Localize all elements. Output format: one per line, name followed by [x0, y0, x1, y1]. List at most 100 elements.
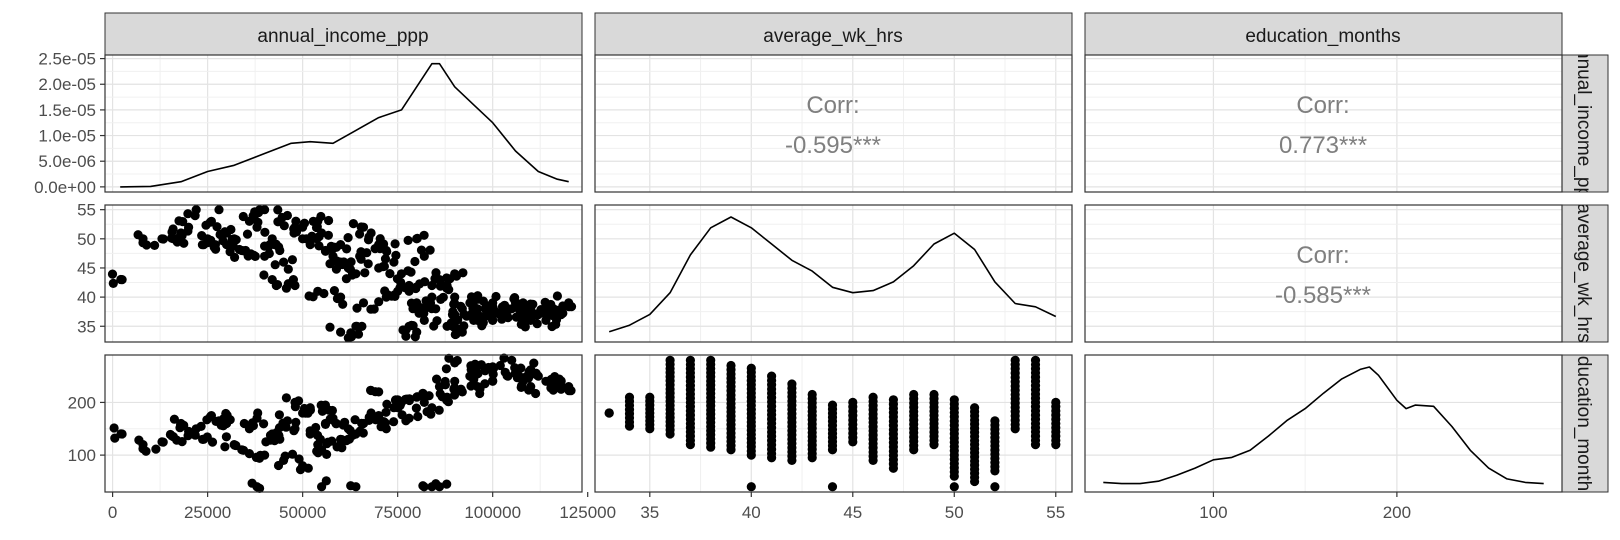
scatter-point: [452, 355, 462, 366]
x-col1-tick-label: 75000: [374, 503, 421, 522]
scatter-point: [418, 481, 428, 491]
y-row1-tick-label: 2.0e-05: [38, 75, 96, 94]
scatter-income-vs-hours: [107, 205, 577, 343]
scatter-point: [178, 217, 188, 227]
scatter-point: [406, 320, 417, 330]
scatter-point: [323, 230, 333, 240]
scatter-point: [227, 234, 237, 244]
scatter-point: [518, 298, 528, 308]
scatter-point: [466, 292, 477, 302]
scatter-point: [706, 355, 716, 365]
scatter-point: [378, 262, 388, 272]
panel-bg: [595, 55, 1072, 192]
scatter-point: [158, 437, 168, 447]
scatter-point: [529, 309, 540, 319]
scatter-point: [196, 421, 206, 431]
scatter-point: [516, 382, 526, 392]
scatter-point: [172, 435, 182, 445]
scatter-point: [331, 242, 341, 252]
scatter-point: [337, 443, 347, 453]
scatter-point: [291, 216, 301, 226]
scatter-point: [360, 268, 370, 278]
scatter-point: [483, 311, 493, 321]
scatter-point: [151, 444, 161, 454]
scatter-point: [183, 209, 193, 219]
scatter-point: [432, 374, 442, 384]
scatter-point: [438, 292, 448, 302]
scatter-point: [197, 240, 207, 250]
scatter-point: [138, 238, 148, 248]
scatter-point: [509, 294, 519, 304]
x-col1-tick-label: 50000: [279, 503, 326, 522]
scatter-point: [419, 308, 429, 318]
scatter-point: [287, 449, 298, 459]
scatter-point: [949, 395, 959, 405]
scatter-point: [381, 407, 391, 417]
scatter-point: [434, 405, 444, 415]
scatter-point: [366, 385, 376, 395]
scatter-point: [787, 379, 797, 389]
scatter-point: [325, 322, 335, 332]
scatter-point: [341, 274, 351, 284]
y-row2-tick-label: 35: [77, 317, 96, 336]
panel-r2c3: [1085, 205, 1562, 342]
scatter-point: [416, 245, 427, 255]
scatter-point: [366, 304, 376, 314]
scatter-point: [521, 372, 531, 382]
scatter-point: [300, 408, 310, 418]
scatter-point: [342, 244, 352, 254]
panel-bg: [1085, 355, 1562, 492]
scatter-point: [970, 403, 980, 413]
scatter-point: [411, 403, 421, 413]
scatter-point: [324, 215, 334, 226]
y-row3-tick-label: 100: [68, 446, 96, 465]
scatter-point: [116, 274, 126, 285]
strip-right-label-3: education_months: [1573, 345, 1594, 500]
scatter-point: [260, 227, 270, 237]
scatter-point: [437, 392, 447, 402]
scatter-point: [273, 460, 284, 471]
scatter-point: [665, 355, 675, 365]
panel-r2c2: [595, 205, 1072, 342]
scatter-point: [314, 232, 324, 242]
scatter-point: [456, 301, 466, 311]
scatter-point: [497, 302, 508, 312]
panel-border: [594, 354, 1073, 493]
scatter-point: [434, 482, 445, 492]
scatter-point: [949, 482, 959, 492]
scatter-point: [520, 322, 530, 332]
scatter-point: [348, 219, 358, 229]
scatter-point: [216, 420, 226, 430]
scatter-point: [767, 371, 777, 381]
scatter-point: [746, 363, 756, 373]
panel-border: [1084, 54, 1563, 193]
scatter-point: [274, 410, 284, 420]
panel-r1c1: [105, 55, 582, 192]
scatter-point: [352, 303, 362, 313]
scatter-point: [316, 211, 326, 222]
scatter-point: [444, 285, 454, 295]
scatter-point: [294, 396, 304, 406]
scatter-point: [116, 429, 126, 439]
scatter-point: [400, 394, 411, 404]
scatter-point: [183, 226, 193, 236]
scatter-point: [363, 235, 374, 245]
scatter-point: [507, 355, 517, 365]
scatter-point: [287, 255, 297, 265]
scatter-point: [150, 240, 160, 250]
density-curve-education_months: [1103, 366, 1544, 485]
scatter-point: [909, 389, 919, 400]
scatter-point: [291, 227, 302, 237]
scatter-point: [321, 476, 331, 486]
scatter-point: [340, 417, 350, 427]
strip-top-label-3: education_months: [1245, 26, 1400, 47]
scatter-point: [230, 252, 240, 262]
scatter-point: [273, 205, 283, 215]
scatter-point: [390, 239, 400, 249]
scatter-point: [244, 421, 254, 431]
scatter-point: [827, 482, 838, 492]
scatter-point: [441, 364, 451, 374]
x-col2-tick-label: 35: [640, 503, 659, 522]
panel-bg: [595, 205, 1072, 342]
